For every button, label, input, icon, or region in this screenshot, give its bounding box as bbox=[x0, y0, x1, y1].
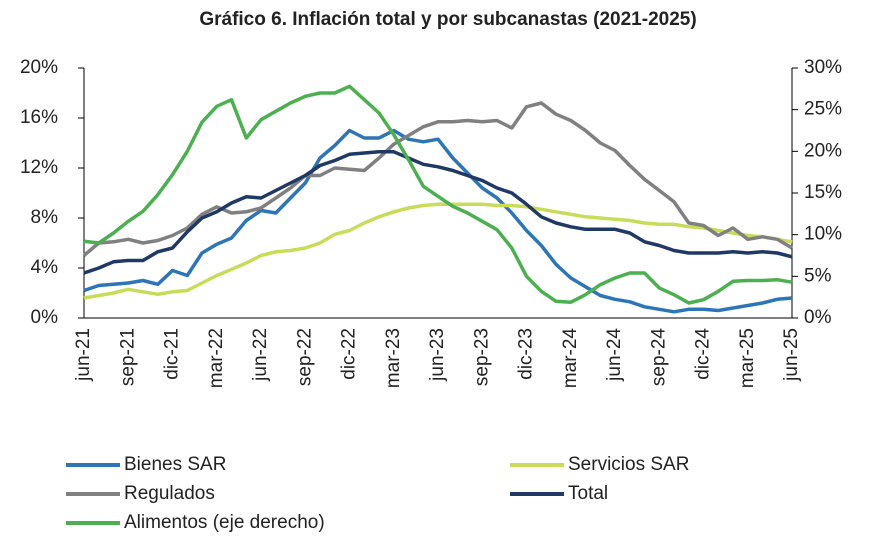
legend-label: Bienes SAR bbox=[124, 454, 226, 475]
y2-tick-label: 15% bbox=[804, 182, 842, 203]
y2-tick-label: 30% bbox=[804, 57, 842, 78]
x-tick-label: jun-23 bbox=[427, 328, 448, 382]
series-line bbox=[83, 128, 793, 314]
chart-title: Gráfico 6. Inflación total y por subcana… bbox=[199, 9, 696, 30]
x-tick-label: dic-22 bbox=[339, 328, 360, 380]
series-line bbox=[83, 84, 793, 305]
y-tick-label: 12% bbox=[20, 157, 58, 178]
y-tick-label: 16% bbox=[20, 107, 58, 128]
x-tick-label: mar-25 bbox=[737, 328, 758, 388]
x-tick-label: jun-21 bbox=[73, 328, 94, 382]
series-line bbox=[83, 202, 793, 300]
legend-label: Servicios SAR bbox=[568, 454, 689, 475]
y-tick-label: 20% bbox=[20, 57, 58, 78]
y-tick-label: 0% bbox=[31, 307, 59, 328]
x-tick-label: jun-25 bbox=[781, 328, 802, 382]
x-tick-label: sep-21 bbox=[117, 328, 138, 386]
x-tick-label: jun-24 bbox=[604, 328, 625, 382]
x-tick-label: mar-24 bbox=[560, 328, 581, 389]
x-tick-label: dic-24 bbox=[693, 328, 714, 380]
x-tick-label: sep-22 bbox=[294, 328, 315, 386]
x-tick-label: sep-23 bbox=[471, 328, 492, 386]
y2-tick-label: 0% bbox=[804, 307, 832, 328]
legend-label: Regulados bbox=[124, 483, 215, 504]
series-line bbox=[82, 101, 793, 257]
y2-tick-label: 20% bbox=[804, 140, 842, 161]
x-tick-label: mar-22 bbox=[206, 328, 227, 388]
y2-tick-label: 25% bbox=[804, 99, 842, 120]
x-tick-label: sep-24 bbox=[648, 328, 669, 387]
y-tick-label: 8% bbox=[31, 207, 59, 228]
y2-tick-label: 5% bbox=[804, 265, 832, 286]
x-tick-label: dic-23 bbox=[516, 328, 537, 380]
legend-label: Total bbox=[568, 483, 608, 504]
y2-tick-label: 10% bbox=[804, 224, 842, 245]
y-tick-label: 4% bbox=[31, 257, 59, 278]
x-tick-label: dic-21 bbox=[162, 328, 183, 380]
x-tick-label: jun-22 bbox=[250, 328, 271, 382]
x-tick-label: mar-23 bbox=[383, 328, 404, 388]
legend-label: Alimentos (eje derecho) bbox=[124, 512, 325, 533]
series-line bbox=[83, 150, 793, 275]
